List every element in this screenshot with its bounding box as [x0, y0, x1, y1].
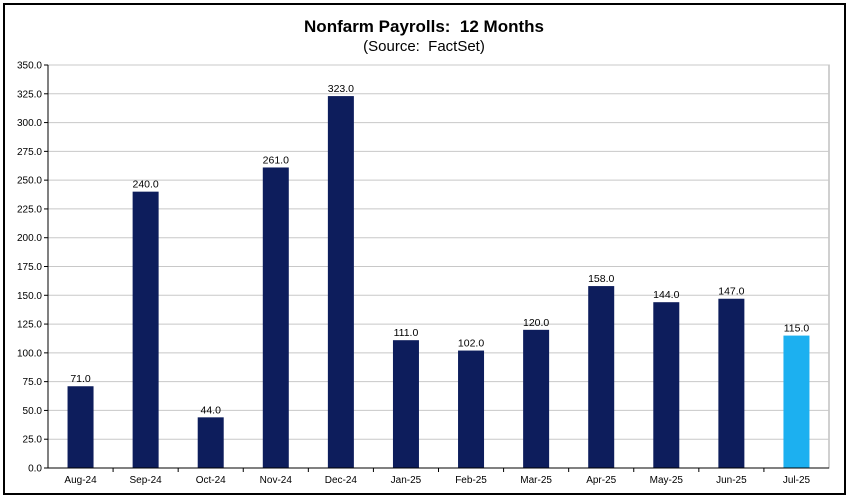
y-tick-label: 275.0 [17, 147, 42, 158]
x-tick-label: Mar-25 [520, 475, 552, 486]
bar [718, 298, 745, 468]
data-label: 240.0 [132, 179, 158, 191]
x-tick-label: Jan-25 [391, 475, 422, 486]
data-label: 115.0 [784, 323, 810, 335]
bar [588, 286, 615, 468]
x-axis-ticks: Aug-24 Sep-24 Oct-24 Nov-24 Dec-24 Jan-25 Feb-… [64, 468, 811, 486]
data-labels: 71.0 240.0 44.0 261.0 323.0 111.0 102.0 120.0 15… [70, 83, 809, 416]
y-tick-label: 250.0 [17, 176, 42, 187]
x-tick-label: May-25 [650, 475, 684, 486]
x-tick-label: Nov-24 [260, 475, 293, 486]
data-label: 158.0 [588, 273, 614, 285]
x-tick-label: Jul-25 [783, 475, 811, 486]
y-tick-label: 150.0 [17, 291, 42, 302]
bar [392, 340, 419, 468]
bar [132, 191, 159, 468]
chart-title: Nonfarm Payrolls: 12 Months [304, 17, 544, 36]
data-label: 111.0 [394, 327, 419, 339]
data-label: 147.0 [718, 286, 744, 298]
bar [262, 167, 289, 468]
y-tick-label: 300.0 [17, 118, 42, 129]
bar [653, 302, 680, 468]
y-tick-label: 200.0 [17, 233, 42, 244]
data-label: 71.0 [70, 373, 91, 385]
y-tick-label: 50.0 [23, 406, 43, 417]
data-label: 144.0 [653, 289, 679, 301]
x-tick-label: Aug-24 [64, 475, 97, 486]
data-label: 44.0 [200, 404, 221, 416]
x-tick-label: Dec-24 [325, 475, 358, 486]
bar [783, 335, 810, 468]
y-tick-label: 0.0 [28, 464, 42, 475]
x-tick-label: Apr-25 [586, 475, 616, 486]
x-tick-label: Sep-24 [130, 475, 163, 486]
x-tick-label: Oct-24 [196, 475, 226, 486]
y-tick-label: 350.0 [17, 61, 42, 72]
bar [197, 417, 224, 468]
y-tick-label: 125.0 [17, 320, 42, 331]
data-label: 323.0 [328, 83, 354, 95]
bars [67, 96, 810, 469]
bar [458, 350, 485, 468]
y-tick-label: 175.0 [17, 262, 42, 273]
y-axis-ticks: 0.0 25.0 50.0 75.0 100.0 125.0 150.0 175.0 200.0… [17, 61, 48, 475]
data-label: 102.0 [458, 338, 484, 350]
bar [67, 386, 94, 468]
y-tick-label: 325.0 [17, 89, 42, 100]
data-label: 120.0 [523, 317, 549, 329]
x-tick-label: Feb-25 [455, 475, 487, 486]
y-tick-label: 225.0 [17, 204, 42, 215]
chart-subtitle: (Source: FactSet) [363, 38, 485, 55]
bar [523, 329, 550, 468]
bar [327, 96, 354, 469]
gridlines [48, 64, 829, 440]
y-tick-label: 75.0 [23, 377, 43, 388]
y-tick-label: 100.0 [17, 348, 42, 359]
data-label: 261.0 [263, 154, 289, 166]
y-tick-label: 25.0 [23, 435, 43, 446]
x-tick-label: Jun-25 [716, 475, 747, 486]
